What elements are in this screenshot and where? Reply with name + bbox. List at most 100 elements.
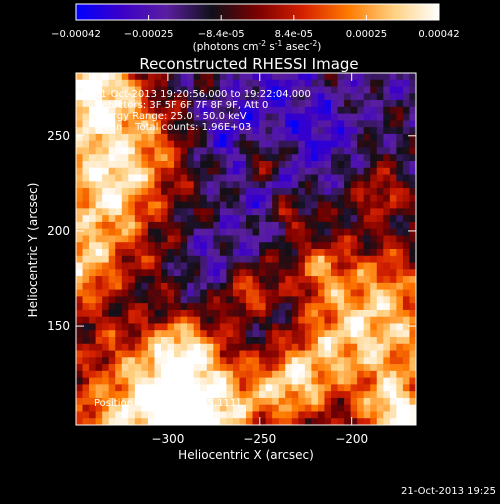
heatmap-pixel: [102, 269, 110, 277]
heatmap-pixel: [95, 418, 103, 425]
heatmap-pixel: [213, 154, 221, 162]
heatmap-pixel: [193, 343, 201, 352]
heatmap-pixel: [193, 208, 201, 216]
heatmap-pixel: [95, 73, 103, 81]
heatmap-pixel: [376, 262, 384, 270]
heatmap-pixel: [291, 249, 299, 257]
heatmap-pixel: [259, 208, 267, 216]
heatmap-pixel: [115, 188, 123, 196]
heatmap-pixel: [206, 194, 214, 203]
heatmap-pixel: [180, 397, 188, 406]
heatmap-pixel: [141, 242, 149, 250]
heatmap-pixel: [396, 364, 404, 372]
heatmap-pixel: [265, 201, 273, 209]
heatmap-pixel: [259, 282, 267, 291]
heatmap-pixel: [141, 289, 149, 297]
heatmap-pixel: [252, 404, 260, 413]
heatmap-pixel: [187, 106, 195, 115]
heatmap-pixel: [272, 330, 280, 338]
heatmap-pixel: [383, 377, 391, 385]
heatmap-pixel: [259, 303, 267, 311]
heatmap-pixel: [324, 309, 332, 318]
heatmap-pixel: [174, 79, 182, 88]
heatmap-pixel: [213, 147, 221, 155]
heatmap-pixel: [154, 100, 162, 108]
heatmap-pixel: [291, 309, 299, 318]
heatmap-pixel: [363, 161, 371, 169]
heatmap-pixel: [213, 262, 221, 270]
heatmap-pixel: [226, 201, 234, 209]
heatmap-pixel: [363, 276, 371, 284]
heatmap-pixel: [219, 154, 227, 162]
heatmap-pixel: [200, 154, 208, 162]
heatmap-pixel: [357, 161, 365, 169]
heatmap-pixel: [89, 404, 97, 413]
heatmap-pixel: [252, 276, 260, 284]
heatmap-pixel: [187, 249, 195, 257]
heatmap-pixel: [206, 79, 214, 88]
heatmap-pixel: [376, 377, 384, 385]
heatmap-pixel: [180, 323, 188, 331]
heatmap-pixel: [232, 316, 241, 325]
heatmap-pixel: [389, 296, 397, 304]
heatmap-pixel: [161, 228, 169, 237]
heatmap-pixel: [363, 235, 371, 243]
heatmap-pixel: [396, 276, 404, 284]
heatmap-pixel: [108, 303, 116, 311]
heatmap-pixel: [82, 364, 90, 372]
heatmap-pixel: [128, 343, 136, 352]
heatmap-pixel: [187, 309, 195, 318]
heatmap-pixel: [174, 113, 182, 121]
heatmap-pixel: [128, 201, 136, 209]
heatmap-pixel: [291, 106, 299, 115]
heatmap-pixel: [128, 289, 136, 297]
heatmap-pixel: [285, 154, 293, 162]
heatmap-pixel: [89, 397, 97, 406]
heatmap-pixel: [147, 397, 156, 406]
heatmap-pixel: [324, 276, 332, 284]
heatmap-pixel: [357, 411, 365, 419]
heatmap-pixel: [409, 127, 416, 135]
heatmap-pixel: [121, 208, 129, 216]
heatmap-pixel: [265, 208, 273, 216]
heatmap-pixel: [311, 397, 319, 406]
heatmap-pixel: [259, 154, 267, 162]
heatmap-pixel: [265, 364, 273, 372]
heatmap-pixel: [141, 343, 149, 352]
heatmap-pixel: [174, 127, 182, 135]
heatmap-pixel: [161, 276, 169, 284]
heatmap-pixel: [134, 221, 142, 230]
x-tick-label: −200: [335, 432, 368, 446]
heatmap-pixel: [89, 201, 97, 209]
heatmap-pixel: [265, 397, 273, 406]
heatmap-pixel: [337, 316, 345, 325]
heatmap-pixel: [167, 106, 175, 115]
heatmap-pixel: [200, 391, 208, 399]
heatmap-pixel: [337, 133, 345, 142]
heatmap-pixel: [357, 79, 365, 88]
heatmap-pixel: [370, 309, 378, 318]
heatmap-pixel: [252, 350, 260, 358]
heatmap-pixel: [304, 93, 312, 101]
heatmap-pixel: [147, 370, 156, 379]
heatmap-pixel: [187, 418, 195, 425]
heatmap-pixel: [357, 316, 365, 325]
heatmap-pixel: [213, 357, 221, 365]
heatmap-pixel: [278, 282, 286, 291]
heatmap-pixel: [402, 133, 411, 142]
heatmap-pixel: [232, 106, 241, 115]
heatmap-pixel: [147, 215, 156, 223]
heatmap-pixel: [206, 235, 214, 243]
heatmap-pixel: [180, 418, 188, 425]
heatmap-pixel: [298, 255, 306, 264]
heatmap-pixel: [252, 221, 260, 230]
heatmap-pixel: [298, 113, 306, 121]
heatmap-pixel: [76, 120, 84, 128]
heatmap-pixel: [82, 316, 90, 325]
heatmap-pixel: [304, 303, 312, 311]
heatmap-pixel: [154, 174, 162, 182]
heatmap-pixel: [324, 255, 332, 264]
heatmap-pixel: [324, 343, 332, 352]
heatmap-pixel: [128, 174, 136, 182]
heatmap-pixel: [167, 167, 175, 176]
